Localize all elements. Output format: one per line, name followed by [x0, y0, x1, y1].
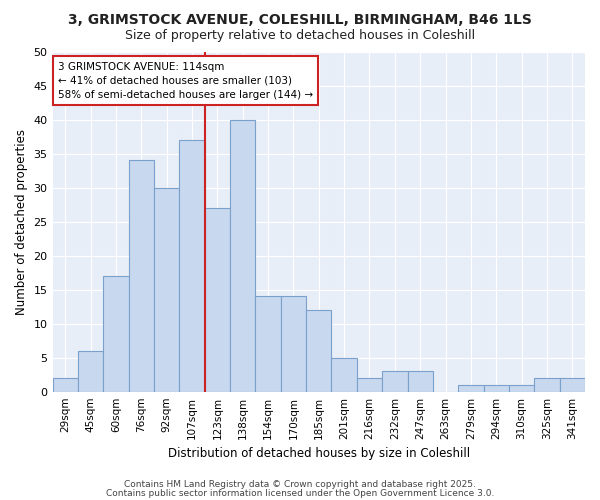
- Bar: [407, 372, 433, 392]
- Bar: [128, 160, 154, 392]
- Bar: [331, 358, 357, 392]
- Bar: [484, 385, 509, 392]
- Bar: [230, 120, 256, 392]
- Bar: [560, 378, 585, 392]
- Bar: [154, 188, 179, 392]
- Text: Contains public sector information licensed under the Open Government Licence 3.: Contains public sector information licen…: [106, 488, 494, 498]
- Bar: [256, 296, 281, 392]
- X-axis label: Distribution of detached houses by size in Coleshill: Distribution of detached houses by size …: [168, 447, 470, 460]
- Bar: [78, 351, 103, 392]
- Bar: [205, 208, 230, 392]
- Text: Contains HM Land Registry data © Crown copyright and database right 2025.: Contains HM Land Registry data © Crown c…: [124, 480, 476, 489]
- Text: Size of property relative to detached houses in Coleshill: Size of property relative to detached ho…: [125, 29, 475, 42]
- Bar: [509, 385, 534, 392]
- Bar: [281, 296, 306, 392]
- Text: 3, GRIMSTOCK AVENUE, COLESHILL, BIRMINGHAM, B46 1LS: 3, GRIMSTOCK AVENUE, COLESHILL, BIRMINGH…: [68, 12, 532, 26]
- Bar: [53, 378, 78, 392]
- Bar: [179, 140, 205, 392]
- Bar: [357, 378, 382, 392]
- Bar: [458, 385, 484, 392]
- Bar: [306, 310, 331, 392]
- Bar: [534, 378, 560, 392]
- Bar: [382, 372, 407, 392]
- Text: 3 GRIMSTOCK AVENUE: 114sqm
← 41% of detached houses are smaller (103)
58% of sem: 3 GRIMSTOCK AVENUE: 114sqm ← 41% of deta…: [58, 62, 313, 100]
- Y-axis label: Number of detached properties: Number of detached properties: [15, 128, 28, 314]
- Bar: [103, 276, 128, 392]
